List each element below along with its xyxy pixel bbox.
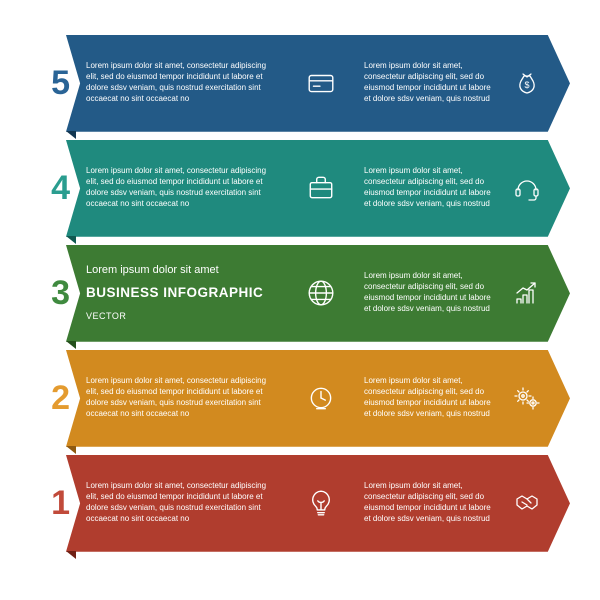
title-line-1: Lorem ipsum dolor sit amet [86,263,276,278]
step-number: 1 [30,484,70,523]
arrow-body: Lorem ipsum dolor sit amet, consectetur … [66,35,570,131]
right-text: Lorem ipsum dolor sit amet, consectetur … [356,481,506,524]
title-block: Lorem ipsum dolor sit amet BUSINESS INFOG… [86,263,286,322]
title-line-3: VECTOR [86,310,276,322]
infographic-row: 3 Lorem ipsum dolor sit amet BUSINESS INFO… [30,245,570,341]
arrow-body: Lorem ipsum dolor sit amet, consectetur … [66,140,570,236]
bulb-icon [286,488,356,518]
arrow-body: Lorem ipsum dolor sit amet BUSINESS INFOG… [66,245,570,341]
step-number: 3 [30,274,70,313]
right-text: Lorem ipsum dolor sit amet, consectetur … [356,166,506,209]
gears-icon [506,384,548,412]
card-icon [286,68,356,98]
globe-icon [286,278,356,308]
step-number: 2 [30,379,70,418]
briefcase-icon [286,173,356,203]
left-text: Lorem ipsum dolor sit amet, consectetur … [86,376,286,419]
step-number: 5 [30,64,70,103]
left-text: Lorem ipsum dolor sit amet, consectetur … [86,61,286,104]
infographic-row: 1 Lorem ipsum dolor sit amet, consectetur… [30,455,570,551]
right-text: Lorem ipsum dolor sit amet, consectetur … [356,271,506,314]
arrow-body: Lorem ipsum dolor sit amet, consectetur … [66,350,570,446]
infographic-row: 5 Lorem ipsum dolor sit amet, consectetur… [30,35,570,131]
right-text: Lorem ipsum dolor sit amet, consectetur … [356,376,506,419]
left-text: Lorem ipsum dolor sit amet, consectetur … [86,481,286,524]
moneybag-icon [506,69,548,97]
step-number: 4 [30,169,70,208]
clock-icon [286,383,356,413]
chart-icon [506,279,548,307]
handshake-icon [506,489,548,517]
arrow-body: Lorem ipsum dolor sit amet, consectetur … [66,455,570,551]
headset-icon [506,174,548,202]
title-line-2: BUSINESS INFOGRAPHIC [86,284,276,302]
infographic-row: 4 Lorem ipsum dolor sit amet, consectetur… [30,140,570,236]
infographic-row: 2 Lorem ipsum dolor sit amet, consectetur… [30,350,570,446]
right-text: Lorem ipsum dolor sit amet, consectetur … [356,61,506,104]
left-text: Lorem ipsum dolor sit amet, consectetur … [86,166,286,209]
infographic-rows: 5 Lorem ipsum dolor sit amet, consectetur… [30,35,570,551]
